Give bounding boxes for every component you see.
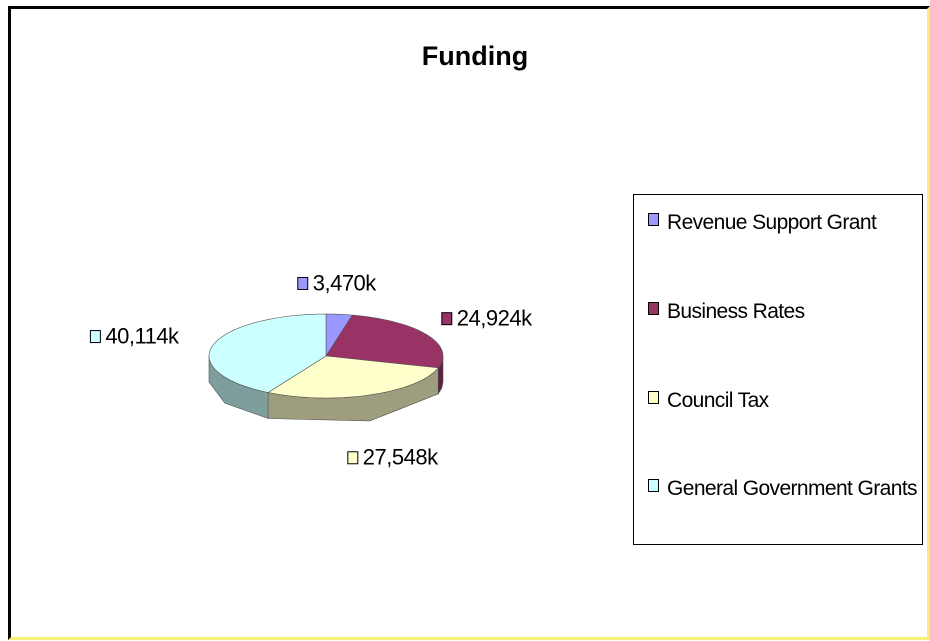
data-label: 24,924k xyxy=(457,305,533,330)
legend-label: General Government Grants xyxy=(667,477,918,500)
label-key xyxy=(441,312,453,326)
data-label: 27,548k xyxy=(363,445,439,470)
label-key xyxy=(89,330,101,344)
slice xyxy=(267,355,439,399)
legend-label: Business Rates xyxy=(667,300,805,323)
data-label: 40,114k xyxy=(105,323,180,348)
legend-key xyxy=(648,479,659,492)
legend-key xyxy=(648,391,659,404)
legend-label: Revenue Support Grant xyxy=(667,211,877,234)
data-label: 3,470k xyxy=(313,270,378,295)
label-key xyxy=(347,451,359,465)
slice xyxy=(325,314,444,369)
legend-label: Council Tax xyxy=(667,389,769,412)
slice xyxy=(208,313,327,393)
label-key xyxy=(297,276,309,290)
legend-key xyxy=(648,213,659,226)
legend-key xyxy=(648,302,659,315)
legend: Revenue Support Grant Business Rates Counc… xyxy=(633,194,923,545)
chart-title: Funding xyxy=(422,41,528,71)
